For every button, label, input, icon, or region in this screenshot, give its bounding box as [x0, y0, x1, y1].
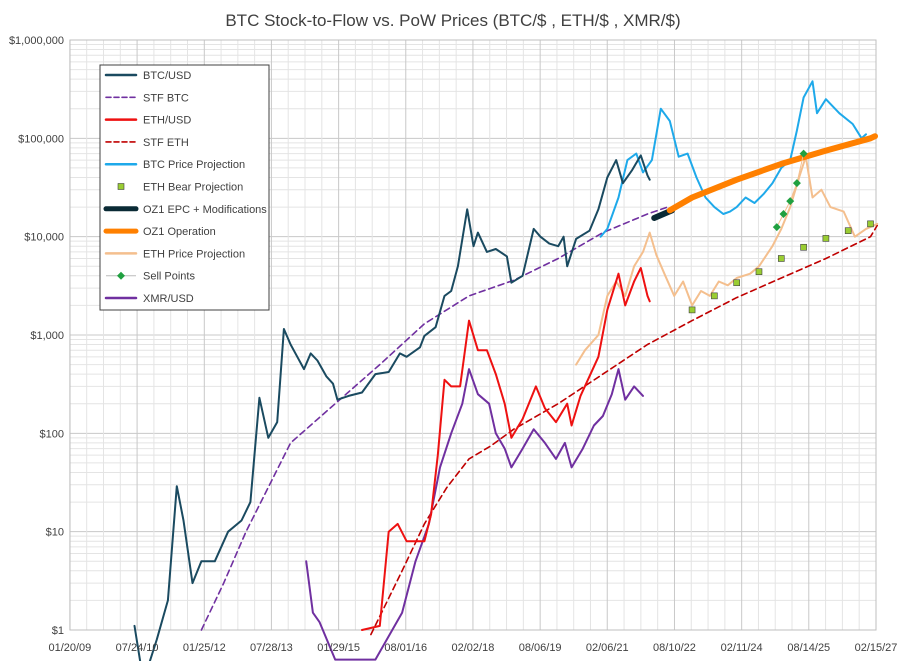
legend-swatch-eth-bear-projection: [117, 183, 125, 190]
eth-price-projection-series: [575, 155, 879, 366]
sell-points-marker: [779, 210, 788, 219]
x-tick-label: 02/15/27: [855, 642, 898, 654]
eth-bear-projection-marker: [755, 268, 763, 276]
legend-box: [99, 64, 270, 311]
stf-eth-series: [370, 224, 878, 636]
y-axis: $1 $10 $100 $1,000 $10,000 $100,000 $1,000,000: [9, 35, 64, 637]
oz1-operation-series: [666, 133, 878, 214]
y-tick-label: $1,000,000: [9, 35, 64, 47]
sell-points-marker: [786, 197, 795, 206]
eth-bear-projection-marker: [844, 227, 852, 234]
y-tick-label: $1,000: [30, 330, 64, 342]
chart-title: BTC Stock-to-Flow vs. PoW Prices (BTC/$ …: [225, 11, 680, 30]
legend-label-eth-price-projection: ETH Price Projection: [143, 248, 245, 260]
eth-bear-projection-marker: [800, 243, 807, 251]
x-tick-label: 08/10/22: [653, 642, 696, 654]
legend-label-xmr-usd: XMR/USD: [143, 293, 194, 305]
x-tick-label: 08/06/19: [519, 642, 562, 654]
eth-bear-projection-marker: [867, 220, 874, 228]
x-tick-label: 07/24/10: [116, 642, 159, 654]
legend-label-oz1-epc-modifications: OZ1 EPC + Modifications: [143, 204, 267, 216]
eth-bear-projection-marker: [688, 306, 696, 314]
x-tick-label: 01/29/15: [317, 642, 360, 654]
x-axis: 01/20/09 07/24/10 01/25/12 07/28/13 01/29/15…: [48, 642, 897, 654]
y-tick-label: $1: [52, 625, 64, 637]
sell-points-marker: [792, 179, 801, 188]
x-tick-label: 07/28/13: [250, 642, 293, 654]
eth-bear-projection-marker: [777, 255, 785, 262]
btc-usd-series: [133, 154, 651, 661]
legend-label-sell-points: Sell Points: [143, 271, 195, 283]
legend: BTC/USD STF BTC ETH/USD STF ETH BTC Price Pr…: [99, 64, 270, 311]
eth-usd-series: [361, 267, 651, 631]
x-tick-label: 01/25/12: [183, 642, 226, 654]
x-tick-label: 02/11/24: [721, 642, 763, 654]
sell-points-marker: [772, 223, 781, 232]
y-tick-label: $10: [46, 527, 64, 539]
legend-marker-sell-points: [117, 271, 125, 280]
series-layer: [133, 80, 879, 661]
y-tick-label: $100: [40, 428, 64, 440]
legend-label-eth-bear-projection: ETH Bear Projection: [143, 182, 243, 194]
x-tick-label: 01/20/09: [48, 642, 91, 654]
x-tick-label: 08/14/25: [787, 642, 830, 654]
legend-label-stf-eth: STF ETH: [143, 137, 189, 149]
eth-bear-projection-marker: [711, 292, 718, 300]
eth-bear-projection-marker: [733, 279, 740, 287]
x-tick-label: 08/01/16: [384, 642, 427, 654]
legend-label-stf-btc: STF BTC: [143, 92, 189, 104]
eth-bear-projection-marker: [822, 235, 830, 242]
x-tick-label: 02/06/21: [586, 642, 629, 654]
legend-label-btc-usd: BTC/USD: [143, 70, 191, 82]
legend-label-oz1-operation: OZ1 Operation: [143, 226, 216, 238]
x-tick-label: 02/02/18: [452, 642, 495, 654]
y-tick-label: $10,000: [24, 232, 64, 244]
y-tick-label: $100,000: [18, 133, 64, 145]
xmr-usd-series: [305, 368, 644, 661]
plot-area-border: [69, 39, 877, 631]
btc-price-projection-series: [599, 80, 867, 238]
legend-label-eth-usd: ETH/USD: [143, 115, 191, 127]
stf-btc-series: [200, 206, 669, 631]
sell-points-marker: [799, 149, 808, 158]
legend-label-btc-price-projection: BTC Price Projection: [143, 159, 245, 171]
